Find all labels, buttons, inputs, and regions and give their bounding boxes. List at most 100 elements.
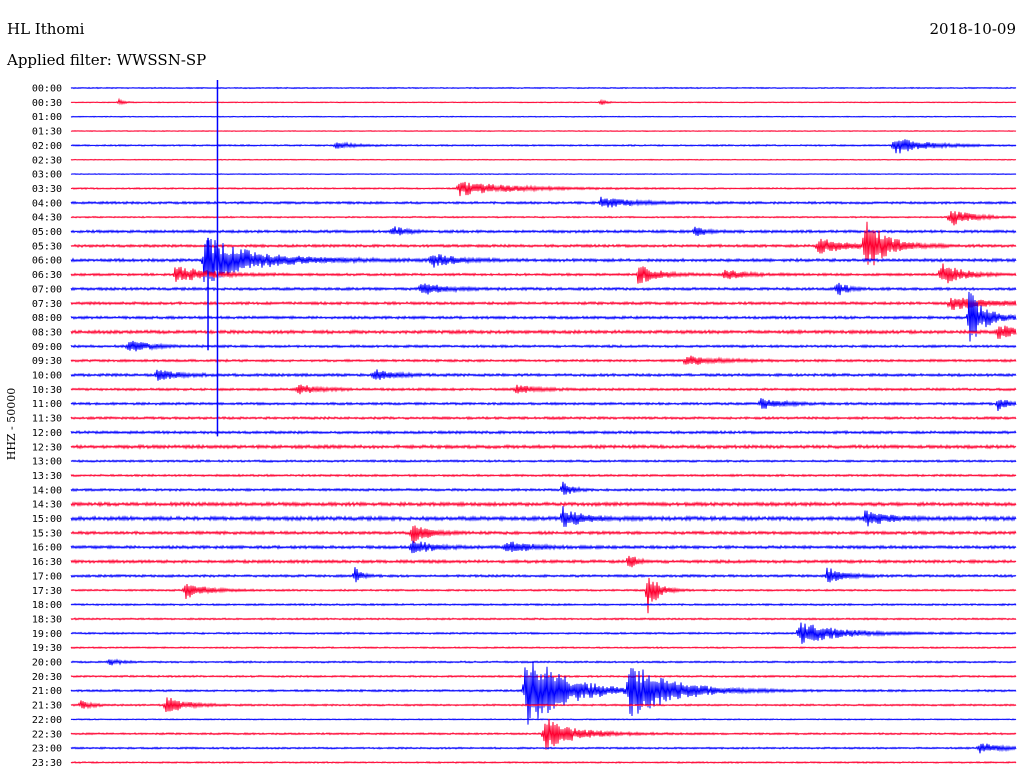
trace-line (70, 129, 1017, 133)
time-tick-label: 19:30 (32, 643, 62, 654)
time-tick-label: 08:00 (32, 313, 62, 324)
trace-line (70, 481, 1017, 495)
trace-line (70, 86, 1017, 90)
date-label: 2018-10-09 (929, 20, 1016, 38)
trace-line (70, 697, 1017, 713)
trace-line (70, 355, 1017, 366)
trace-line (70, 743, 1017, 754)
trace-line (70, 415, 1017, 421)
y-axis-label: HHZ - 50000 (5, 388, 18, 461)
time-tick-label: 03:30 (32, 184, 62, 195)
trace-line (70, 567, 1017, 583)
trace-line (70, 325, 1017, 339)
trace-line (70, 226, 1017, 237)
trace-line (70, 398, 1017, 411)
time-tick-label: 04:00 (32, 198, 62, 209)
trace-line (70, 500, 1017, 508)
time-tick-label: 00:30 (32, 98, 62, 109)
trace-line (70, 617, 1017, 621)
trace-line (70, 97, 1017, 106)
trace-line (70, 577, 1017, 614)
trace-line (70, 473, 1017, 478)
trace-line (70, 674, 1017, 679)
trace-line (70, 718, 1017, 721)
trace-line (70, 297, 1017, 311)
time-tick-label: 17:30 (32, 586, 62, 597)
trace-line (70, 181, 1017, 197)
time-tick-label: 07:00 (32, 284, 62, 295)
time-tick-labels: 00:00 00:30 01:00 01:30 02:00 02:30 03:00 03:30… (32, 84, 62, 769)
time-tick-label: 23:00 (32, 744, 62, 755)
trace-line (70, 429, 1017, 435)
time-tick-label: 09:30 (32, 356, 62, 367)
trace-line (70, 291, 1017, 342)
time-tick-label: 22:00 (32, 715, 62, 726)
time-tick-label: 16:30 (32, 557, 62, 568)
time-tick-label: 21:30 (32, 701, 62, 712)
time-tick-label: 19:00 (32, 629, 62, 640)
trace-group (70, 86, 1017, 764)
time-tick-label: 01:00 (32, 112, 62, 123)
trace-line (70, 658, 1017, 666)
time-tick-label: 06:30 (32, 270, 62, 281)
filter-label: Applied filter: WWSSN-SP (7, 51, 207, 69)
time-tick-label: 12:30 (32, 442, 62, 453)
time-tick-label: 06:00 (32, 256, 62, 267)
time-tick-label: 13:00 (32, 457, 62, 468)
time-tick-label: 00:00 (32, 84, 62, 95)
time-tick-label: 11:00 (32, 399, 62, 410)
trace-line (70, 369, 1017, 381)
time-tick-label: 15:00 (32, 514, 62, 525)
trace-line (70, 540, 1017, 554)
time-tick-label: 13:30 (32, 471, 62, 482)
time-tick-label: 02:30 (32, 155, 62, 166)
time-tick-label: 08:30 (32, 327, 62, 338)
time-tick-label: 21:00 (32, 686, 62, 697)
trace-line (70, 662, 1017, 725)
trace-line (70, 622, 1017, 644)
trace-line (70, 555, 1017, 568)
time-tick-label: 12:00 (32, 428, 62, 439)
time-tick-label: 02:00 (32, 141, 62, 152)
trace-line (70, 196, 1017, 208)
time-tick-label: 05:30 (32, 241, 62, 252)
trace-line (70, 760, 1017, 764)
trace-line (70, 340, 1017, 352)
time-tick-label: 11:30 (32, 414, 62, 425)
trace-line (70, 525, 1017, 543)
time-tick-label: 23:30 (32, 758, 62, 769)
time-tick-label: 09:00 (32, 342, 62, 353)
trace-line (70, 173, 1017, 176)
time-tick-label: 16:00 (32, 543, 62, 554)
time-tick-label: 04:30 (32, 213, 62, 224)
time-tick-label: 22:30 (32, 729, 62, 740)
trace-line (70, 282, 1017, 296)
time-tick-label: 10:00 (32, 371, 62, 382)
trace-line (70, 238, 1017, 283)
time-tick-label: 17:00 (32, 571, 62, 582)
time-tick-label: 14:00 (32, 485, 62, 496)
trace-line (70, 459, 1017, 464)
time-tick-label: 05:00 (32, 227, 62, 238)
trace-line (70, 718, 1017, 750)
time-tick-label: 20:30 (32, 672, 62, 683)
time-tick-label: 18:00 (32, 600, 62, 611)
trace-line (70, 263, 1017, 284)
time-tick-label: 14:30 (32, 500, 62, 511)
trace-line (70, 211, 1017, 226)
trace-line (70, 443, 1017, 450)
time-tick-label: 15:30 (32, 528, 62, 539)
station-title: HL Ithomi (7, 20, 85, 38)
trace-line (70, 221, 1017, 266)
trace-line (70, 384, 1017, 395)
time-tick-label: 20:00 (32, 658, 62, 669)
time-tick-label: 18:30 (32, 614, 62, 625)
spike-group (207, 80, 219, 437)
trace-line (70, 139, 1017, 154)
trace-line (70, 646, 1017, 650)
trace-line (70, 158, 1017, 161)
time-tick-label: 10:30 (32, 385, 62, 396)
time-tick-label: 01:30 (32, 127, 62, 138)
time-tick-label: 03:00 (32, 170, 62, 181)
